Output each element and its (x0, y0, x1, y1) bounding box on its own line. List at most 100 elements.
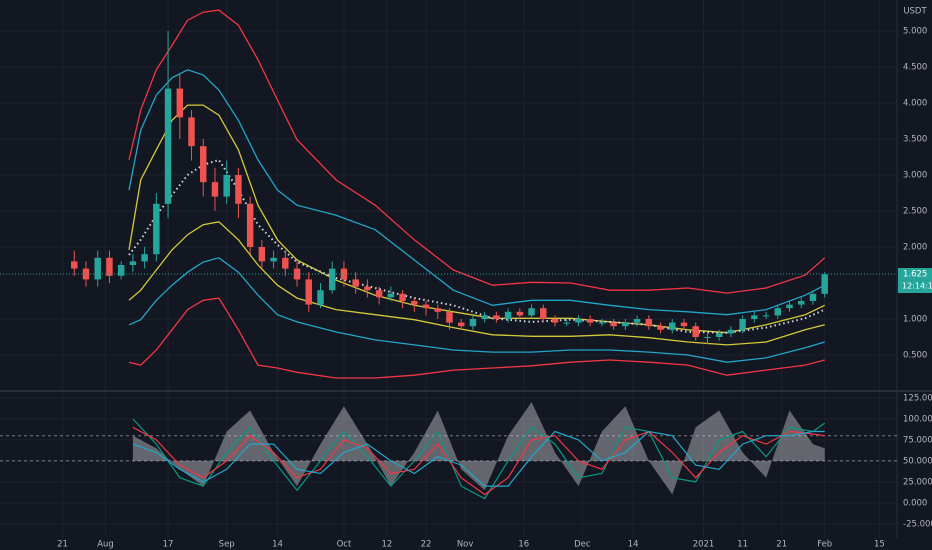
candle-body (200, 146, 207, 183)
x-tick-label: Oct (337, 540, 352, 550)
candle-body (481, 315, 488, 319)
candle-body (434, 308, 441, 312)
candle-body (422, 304, 430, 309)
candle-body (528, 308, 535, 316)
candle-body (282, 257, 289, 269)
candle-body (645, 318, 653, 327)
band-line (128, 257, 825, 363)
candle-body (504, 311, 512, 319)
countdown-label: 12:14:12 (902, 281, 932, 290)
y-tick-label: 2.500 (903, 206, 927, 216)
candle-body (516, 311, 524, 316)
x-tick-label: 21 (57, 540, 68, 550)
x-tick-label: 14 (272, 540, 283, 550)
candle-body (469, 318, 477, 327)
y-tick-label: 2.000 (903, 242, 927, 252)
candle-body (493, 315, 500, 319)
band-line (128, 9, 826, 294)
candle-body (211, 182, 219, 197)
candle-body (551, 318, 559, 323)
y-tick-label: 125.000 (903, 393, 932, 403)
candle-body (246, 203, 254, 247)
candle-body (270, 257, 277, 262)
candle-body (399, 293, 406, 301)
y-tick-label: 3.000 (903, 170, 927, 180)
x-tick-label: 22 (421, 540, 432, 550)
x-tick-label: 16 (518, 540, 529, 550)
y-tick-label: 1.000 (903, 314, 927, 324)
oscillator-line (132, 426, 825, 496)
candle-body (704, 337, 711, 339)
candle-body (586, 318, 594, 323)
candle-body (387, 293, 395, 298)
y-tick-label: 100.000 (903, 414, 932, 424)
y-tick-label: 75.000 (903, 435, 932, 445)
x-tick-label: Nov (457, 540, 474, 550)
candle-body (235, 174, 242, 204)
candle-body (352, 279, 359, 287)
y-tick-label: 3.500 (903, 134, 927, 144)
candle-body (715, 333, 723, 338)
candle-body (563, 322, 570, 324)
candle-body (669, 322, 676, 330)
y-tick-label: -25.000 (903, 519, 932, 529)
candle-body (71, 261, 78, 269)
x-tick-label: 15 (874, 540, 885, 550)
band-line (128, 69, 825, 316)
candle-body (610, 322, 617, 327)
candle-body (727, 329, 735, 334)
candle-body (141, 254, 148, 262)
candle-body (798, 300, 805, 305)
candle-body (633, 318, 641, 323)
candle-body (305, 279, 312, 305)
candle-body (457, 322, 465, 327)
oscillator-line (132, 430, 825, 487)
candle-body (188, 117, 195, 147)
candle-body (598, 322, 606, 324)
candle-body (809, 293, 817, 301)
x-tick-label: 17 (163, 540, 174, 550)
candle-body (411, 300, 418, 305)
candle-body (786, 304, 793, 309)
candle-body (446, 311, 453, 323)
candle-body (680, 322, 688, 327)
candle-body (258, 246, 266, 262)
candle-body (751, 315, 758, 319)
x-tick-label: 11 (737, 540, 748, 550)
x-tick-label: 21 (776, 540, 787, 550)
y-tick-label: 0.500 (903, 351, 927, 361)
y-tick-label: 25.000 (903, 477, 932, 487)
candle-body (82, 268, 90, 280)
candle-body (762, 315, 770, 317)
band-line (128, 297, 825, 379)
y-tick-label: 50.000 (903, 456, 932, 466)
last-price-label: 1.625 (903, 269, 927, 279)
candle-body (164, 88, 172, 204)
candle-body (94, 257, 101, 280)
candle-body (317, 290, 324, 305)
x-tick-label: Dec (574, 540, 591, 550)
candle-body (328, 268, 336, 291)
candle-body (375, 290, 383, 298)
x-tick-label: Sep (219, 540, 235, 550)
x-tick-label: 14 (628, 540, 639, 550)
x-tick-label: 12 (382, 540, 393, 550)
candle-body (106, 257, 113, 276)
currency-label: USDT (903, 7, 927, 17)
x-tick-label: Aug (97, 540, 114, 550)
candle-body (692, 326, 699, 338)
candle-body (129, 261, 137, 265)
last-price-box (898, 267, 932, 293)
candle-body (117, 264, 125, 276)
candle-body (540, 308, 547, 319)
x-tick-label: Feb (817, 540, 832, 550)
band-line (128, 221, 825, 346)
candle-body (657, 326, 664, 330)
y-tick-label: 5.000 (903, 26, 927, 36)
y-tick-label: 4.000 (903, 98, 927, 108)
candle-body (364, 286, 371, 291)
oscillator-line (132, 418, 826, 500)
candle-body (739, 318, 746, 330)
y-tick-label: 0.000 (903, 498, 927, 508)
